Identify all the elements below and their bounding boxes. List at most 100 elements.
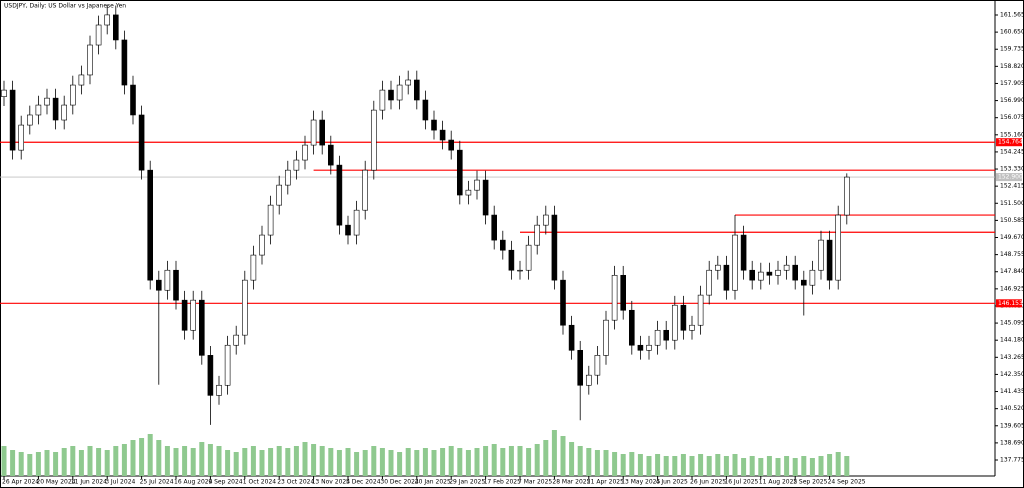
volume-bar bbox=[285, 448, 291, 476]
y-tick-label: 140.520 bbox=[1000, 405, 1024, 412]
volume-bar bbox=[61, 448, 67, 476]
volume-bar bbox=[551, 430, 557, 476]
candle-body bbox=[1, 89, 7, 97]
candle-body bbox=[800, 279, 807, 286]
candle-body bbox=[164, 269, 171, 291]
candle-body bbox=[542, 214, 549, 226]
y-tick-label: 144.180 bbox=[1000, 337, 1024, 344]
candle-body bbox=[474, 179, 480, 191]
y-tick-label: 150.585 bbox=[1000, 217, 1024, 224]
candle-body bbox=[26, 114, 33, 126]
candle-body bbox=[121, 39, 128, 86]
volume-bar bbox=[560, 436, 566, 476]
y-tick-label: 137.775 bbox=[1000, 457, 1024, 464]
volume-bar bbox=[328, 448, 334, 476]
candle-body bbox=[319, 119, 326, 146]
volume-bar bbox=[491, 444, 497, 476]
x-tick-label: 26 Apr 2024 bbox=[2, 479, 39, 486]
x-tick-label: 17 Feb 2025 bbox=[484, 479, 522, 486]
x-tick-label: 5 Dec 2024 bbox=[346, 479, 381, 486]
volume-bar bbox=[809, 458, 815, 476]
candle-body bbox=[525, 244, 532, 271]
y-tick-label: 142.350 bbox=[1000, 371, 1024, 378]
candle-body bbox=[568, 324, 575, 351]
y-tick-label: 149.670 bbox=[1000, 234, 1024, 241]
level-label-box bbox=[996, 138, 1022, 147]
volume-bar bbox=[663, 456, 669, 476]
x-tick-label: 20 May 2024 bbox=[36, 479, 75, 486]
y-tick-label: 141.435 bbox=[1000, 388, 1024, 395]
x-tick-label: 21 Apr 2025 bbox=[587, 479, 624, 486]
y-tick-label: 147.840 bbox=[1000, 268, 1024, 275]
volume-bar bbox=[422, 448, 428, 476]
volume-bar bbox=[534, 444, 540, 476]
volume-bar bbox=[293, 446, 299, 476]
candle-body bbox=[70, 84, 76, 106]
y-tick-label: 152.415 bbox=[1000, 183, 1024, 190]
candle-body bbox=[61, 104, 68, 121]
candle-body bbox=[465, 189, 472, 196]
volume-bar bbox=[741, 458, 747, 476]
candle-body bbox=[250, 254, 257, 281]
volume-bar bbox=[302, 442, 308, 476]
y-tick-label: 159.735 bbox=[1000, 46, 1024, 53]
candle-body bbox=[156, 279, 162, 291]
volume-bar bbox=[1, 446, 7, 476]
volume-bar bbox=[827, 454, 833, 476]
candle-body bbox=[439, 129, 446, 141]
candle-body bbox=[113, 14, 119, 41]
volume-bar bbox=[121, 444, 127, 476]
volume-bar bbox=[207, 444, 213, 476]
x-tick-label: 30 Dec 2024 bbox=[380, 479, 419, 486]
candle-body bbox=[190, 299, 196, 331]
candle-body bbox=[422, 99, 429, 121]
candle-body bbox=[757, 271, 764, 281]
candle-body bbox=[663, 329, 670, 341]
y-tick-label: 145.095 bbox=[1000, 320, 1024, 327]
x-tick-label: 26 Jun 2025 bbox=[690, 479, 726, 486]
candle-body bbox=[560, 279, 566, 326]
candle-body bbox=[431, 119, 437, 131]
volume-bar bbox=[216, 446, 222, 476]
candle-body bbox=[603, 319, 609, 356]
volume-bar bbox=[104, 450, 110, 476]
volume-bar bbox=[612, 452, 618, 476]
candle-body bbox=[818, 239, 824, 271]
candle-body bbox=[577, 349, 584, 386]
volume-bar bbox=[586, 448, 592, 476]
candle-body bbox=[379, 89, 386, 111]
volume-bar bbox=[182, 446, 188, 476]
candle-body bbox=[843, 176, 850, 216]
candle-body bbox=[259, 234, 265, 256]
volume-bar bbox=[500, 448, 506, 476]
candle-body bbox=[749, 269, 756, 281]
level-label-box bbox=[996, 299, 1022, 308]
volume-bar bbox=[354, 452, 360, 476]
volume-bar bbox=[792, 458, 798, 476]
volume-bar bbox=[233, 452, 239, 476]
volume-bar bbox=[35, 452, 41, 476]
volume-bar bbox=[715, 454, 721, 476]
candle-body bbox=[284, 169, 291, 186]
volume-bar bbox=[801, 456, 807, 476]
volume-bar bbox=[723, 456, 729, 476]
volume-bar bbox=[543, 440, 549, 476]
candle-body bbox=[104, 14, 110, 26]
candle-body bbox=[207, 355, 214, 396]
volume-bar bbox=[362, 450, 368, 476]
volume-bar bbox=[620, 454, 626, 476]
candle-body bbox=[723, 264, 730, 291]
candle-body bbox=[654, 329, 661, 346]
candle-body bbox=[413, 79, 420, 101]
candle-body bbox=[585, 374, 592, 386]
volume-bar bbox=[53, 452, 59, 476]
candle-body bbox=[362, 169, 369, 211]
volume-bar bbox=[835, 452, 841, 476]
volume-bar bbox=[689, 456, 695, 476]
candle-body bbox=[370, 109, 377, 171]
y-tick-label: 156.990 bbox=[1000, 97, 1024, 104]
candle-body bbox=[775, 269, 781, 276]
candle-body bbox=[517, 269, 523, 272]
